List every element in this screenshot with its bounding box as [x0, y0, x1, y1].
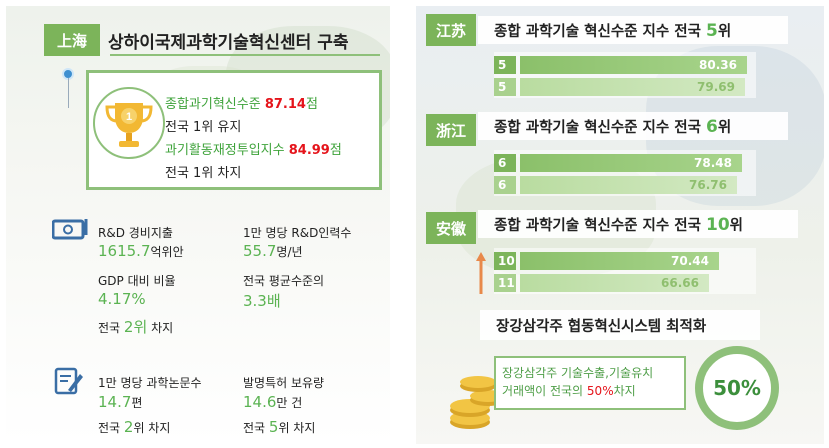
footer-title: 장강삼각주 협동혁신시스템 최적화 — [496, 319, 707, 335]
patents-rank: 전국 5위 차지 — [243, 418, 316, 436]
bar-rank-label: 5 — [494, 78, 516, 96]
trophy-rank-label: 1 — [126, 111, 132, 123]
bar — [520, 274, 709, 292]
award-line-3: 과기활동재정투입지수 84.99점 — [165, 143, 342, 158]
bar — [520, 252, 719, 270]
personnel-value: 55.7명/년 — [243, 242, 303, 260]
footer-box — [494, 356, 686, 410]
rd-value: 1615.7억위안 — [98, 242, 184, 260]
region-tag-shanghai: 上海 — [44, 24, 100, 56]
gdp-label: GDP 대비 비율 — [98, 274, 176, 288]
rd-rank: 전국 2위 차지 — [98, 318, 174, 336]
jiangsu-title: 종합 과학기술 혁신수준 지수 전국 5위 — [494, 21, 732, 41]
patents-label: 발명특허 보유량 — [243, 376, 325, 390]
award-box: 1 — [86, 70, 382, 190]
title-background — [478, 112, 788, 140]
anhui-title: 종합 과학기술 혁신수준 지수 전국 10위 — [494, 215, 744, 235]
region-tag-zhejiang: 浙江 — [426, 114, 476, 146]
gdp-value: 4.17% — [98, 290, 146, 308]
rd-label: R&D 경비지출 — [98, 226, 173, 240]
footer-line-1: 장강삼각주 기술수출,기술유치 — [502, 366, 654, 380]
trophy-icon: 1 — [93, 87, 165, 159]
footer-line-2: 거래액이 전국의 50%차지 — [502, 384, 636, 398]
region-tag-anhui: 安徽 — [426, 212, 476, 244]
personnel-avg-value: 3.3배 — [243, 292, 281, 310]
papers-label: 1만 명당 과학논문수 — [98, 376, 202, 390]
bar-value-label: 70.44 — [671, 254, 709, 268]
patents-value: 14.6만 건 — [243, 393, 303, 411]
bar-rank-label: 5 — [494, 56, 516, 74]
bar-rank-label: 10 — [494, 252, 516, 270]
title-background — [480, 310, 760, 340]
papers-value: 14.7편 — [98, 393, 143, 411]
share-circle: 50% — [695, 346, 779, 430]
papers-rank: 전국 2위 차지 — [98, 418, 171, 436]
title-background — [478, 210, 798, 238]
bar-value-label: 79.69 — [697, 80, 735, 94]
title-underline — [110, 54, 380, 56]
bar-rank-label: 6 — [494, 176, 516, 194]
document-edit-icon — [54, 366, 84, 396]
personnel-label: 1만 명당 R&D인력수 — [243, 226, 352, 240]
bar-value-label: 66.66 — [661, 276, 699, 290]
award-line-4: 전국 1위 차지 — [165, 166, 242, 181]
bar-value-label: 78.48 — [694, 156, 732, 170]
bar — [520, 154, 742, 172]
bar-value-label: 76.76 — [689, 178, 727, 192]
money-icon — [51, 218, 90, 240]
region-tag-jiangsu: 江苏 — [426, 14, 476, 46]
arrow-up-icon — [476, 252, 486, 294]
personnel-avg-label: 전국 평균수준의 — [243, 274, 325, 288]
shanghai-title: 상하이국제과학기술혁신센터 구축 — [108, 33, 349, 53]
bar-rank-label: 6 — [494, 154, 516, 172]
bar — [520, 56, 747, 74]
award-line-2: 전국 1위 유지 — [165, 120, 242, 135]
bar — [520, 176, 737, 194]
bar-rank-label: 11 — [494, 274, 516, 292]
award-line-1: 종합과기혁신수준 87.14점 — [165, 97, 318, 112]
bar — [520, 78, 745, 96]
coins-icon — [448, 360, 508, 432]
zhejiang-title: 종합 과학기술 혁신수준 지수 전국 6위 — [494, 117, 732, 137]
title-background — [478, 16, 788, 44]
connector-line — [68, 78, 69, 108]
bar-value-label: 80.36 — [699, 58, 737, 72]
